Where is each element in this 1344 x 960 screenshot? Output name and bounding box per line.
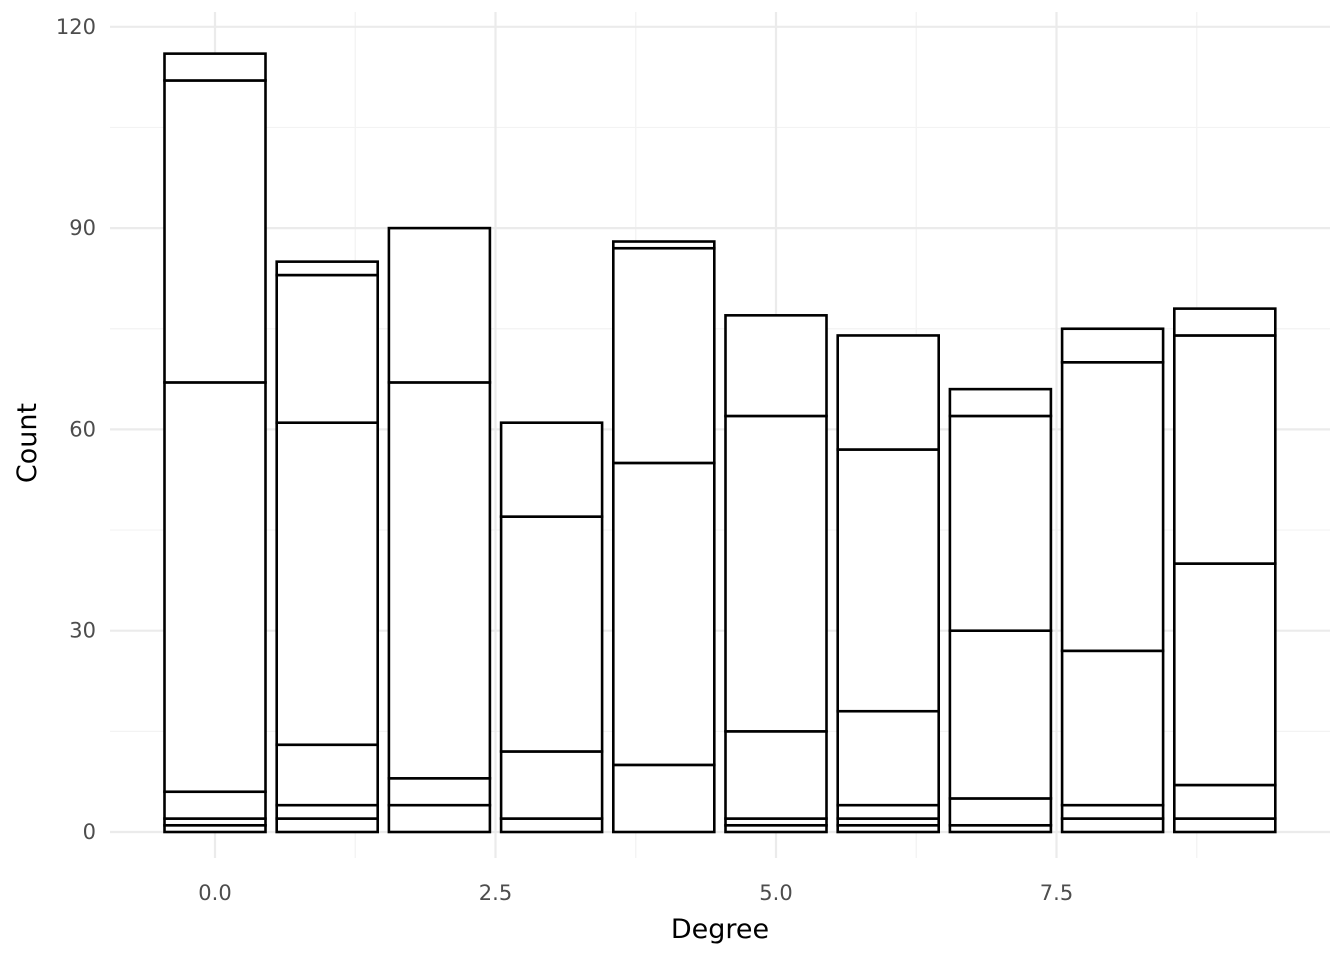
bar-segment (948, 797, 1053, 827)
bar-segment (163, 52, 267, 82)
bar-stack (1173, 307, 1277, 834)
bar-segment (1173, 307, 1277, 337)
bar-segment (1173, 817, 1277, 834)
bar-segment (1060, 803, 1165, 820)
bar-segment (836, 709, 941, 807)
bar-segment (163, 381, 267, 794)
bar-stack (611, 240, 716, 834)
x-axis-ticks: 0.0 2.5 5.0 7.5 (198, 881, 1073, 905)
y-axis-ticks: 0 30 60 90 120 (56, 15, 96, 844)
bar-stack (499, 421, 604, 834)
y-tick-label: 0 (83, 820, 96, 844)
bar-segment (1173, 783, 1277, 820)
bar-segment (611, 763, 716, 834)
y-tick-label: 60 (69, 417, 96, 441)
bar-stack (948, 387, 1053, 834)
bar-segment (387, 226, 492, 384)
bar-segment (275, 743, 380, 807)
bar-segment (499, 515, 604, 753)
bar-stack (275, 260, 380, 834)
x-tick-label: 5.0 (759, 881, 792, 905)
bar-segment (836, 448, 941, 713)
bar-segment (275, 273, 380, 424)
y-tick-label: 90 (69, 216, 96, 240)
bar-segment (836, 334, 941, 451)
bar-segment (275, 817, 380, 834)
bar-stack (163, 52, 267, 834)
bar-segment (275, 260, 380, 277)
bar-segment (948, 414, 1053, 633)
bar-stack (1060, 327, 1165, 834)
x-tick-label: 0.0 (198, 881, 231, 905)
bar-segment (1060, 327, 1165, 364)
bar-segment (1060, 649, 1165, 807)
bar-segment (724, 414, 828, 733)
bar-segment (948, 629, 1053, 800)
y-tick-label: 120 (56, 15, 96, 39)
bar-segment (163, 79, 267, 384)
bar-segment (1173, 562, 1277, 787)
bar-segment (163, 790, 267, 820)
bar-segment (499, 817, 604, 834)
bar-segment (499, 421, 604, 518)
x-tick-label: 2.5 (479, 881, 512, 905)
bar-stack (836, 334, 941, 834)
bar-segment (1060, 817, 1165, 834)
y-axis-title: Count (12, 403, 43, 483)
bar-segment (387, 777, 492, 807)
y-tick-label: 30 (69, 619, 96, 643)
bar-stack (724, 314, 828, 834)
bars (163, 52, 1277, 834)
bar-stack (387, 226, 492, 834)
bar-segment (387, 803, 492, 834)
bar-segment (275, 421, 380, 747)
bar-segment (836, 803, 941, 820)
bar-segment (1060, 360, 1165, 653)
bar-segment (948, 387, 1053, 418)
bar-segment (611, 246, 716, 465)
bar-segment (1173, 334, 1277, 565)
bar-segment (499, 750, 604, 820)
bar-segment (275, 803, 380, 820)
bar-segment (387, 381, 492, 780)
bar-segment (724, 314, 828, 418)
bar-segment (611, 240, 716, 250)
x-axis-title: Degree (671, 914, 769, 945)
bar-segment (611, 461, 716, 767)
x-tick-label: 7.5 (1040, 881, 1073, 905)
bar-segment (724, 730, 828, 820)
